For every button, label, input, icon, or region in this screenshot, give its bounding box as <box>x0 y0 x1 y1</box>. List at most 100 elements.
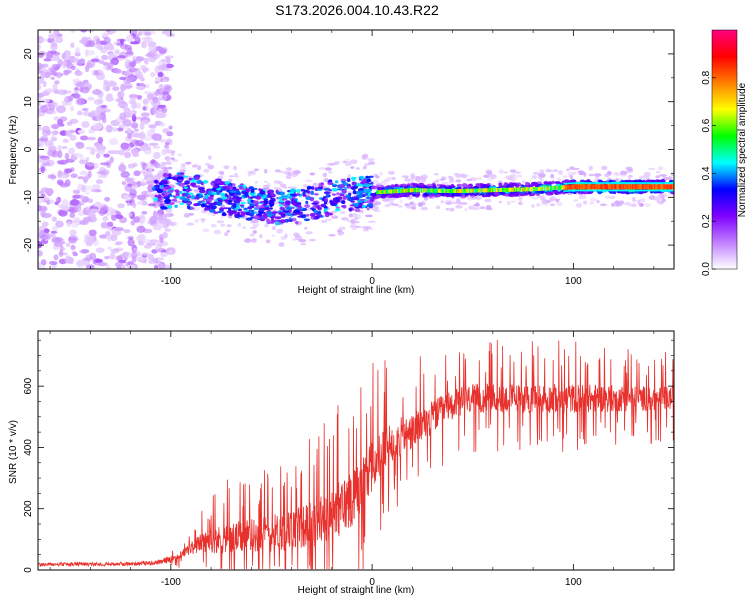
scatter-cell <box>421 177 427 183</box>
ridge-edge-cell <box>659 182 662 184</box>
noise-cell <box>159 263 165 269</box>
noise-cell <box>75 261 83 266</box>
ridge-cell <box>163 199 171 203</box>
noise-cell <box>90 58 100 63</box>
scatter-cell <box>639 198 646 203</box>
noise-cell <box>85 157 90 161</box>
noise-cell <box>152 133 162 141</box>
noise-cell <box>157 65 167 71</box>
scatter-cell <box>567 171 574 177</box>
noise-cell <box>117 127 124 132</box>
scatter-cell <box>168 213 175 217</box>
colorbar-tick-label: 0.2 <box>701 214 712 228</box>
ridge-core-cell <box>477 188 480 193</box>
ridge-cell <box>204 195 209 200</box>
ridge-cell <box>331 187 339 192</box>
ridge-cell <box>309 213 316 217</box>
ridge-edge-cell <box>611 189 614 192</box>
noise-cell <box>168 249 174 255</box>
noise-cell <box>41 98 50 103</box>
noise-cell <box>64 53 71 60</box>
ridge-core-cell <box>492 188 495 193</box>
ridge-cell <box>249 203 256 207</box>
noise-cell <box>81 107 89 112</box>
ridge-core-cell <box>624 184 627 190</box>
noise-cell <box>141 211 148 215</box>
ridge-core-cell <box>657 184 660 190</box>
colorbar-tick-label: 0.8 <box>701 70 712 84</box>
ridge-cell <box>339 193 345 197</box>
noise-cell <box>157 71 164 78</box>
ridge-edge-cell <box>658 189 661 192</box>
noise-cell <box>148 45 157 53</box>
ridge-core-cell <box>540 186 543 191</box>
x-tick-label: -100 <box>161 577 181 588</box>
noise-cell <box>140 145 148 152</box>
scatter-cell <box>218 170 225 175</box>
ridge-cell <box>342 204 347 209</box>
ridge-cell <box>456 183 463 187</box>
scatter-cell <box>375 175 380 179</box>
ridge-cell <box>259 215 263 219</box>
ridge-cell <box>548 181 553 185</box>
noise-cell <box>140 112 150 117</box>
ridge-cell <box>219 192 225 195</box>
noise-cell <box>117 103 126 107</box>
scatter-cell <box>379 171 383 176</box>
snr-x-ticks: -100 0 100 <box>49 331 655 588</box>
ridge-edge-cell <box>641 182 644 184</box>
ridge-cell <box>366 207 370 211</box>
scatter-cell <box>626 202 632 207</box>
scatter-cell <box>521 180 526 184</box>
noise-cell <box>89 252 97 260</box>
ridge-cell <box>498 182 503 187</box>
noise-cell <box>81 184 87 193</box>
scatter-cell <box>605 195 610 200</box>
ridge-edge-cell <box>663 182 666 184</box>
scatter-cell <box>166 158 170 163</box>
ridge-cell <box>324 197 328 202</box>
noise-cell <box>100 54 109 61</box>
ridge-cell <box>454 193 459 197</box>
noise-cell <box>164 67 173 72</box>
ridge-core-cell <box>413 188 416 193</box>
x-tick-label: 0 <box>369 276 375 287</box>
ridge-core-cell <box>493 188 496 193</box>
scatter-cell <box>291 172 298 177</box>
scatter-cell <box>338 226 346 231</box>
ridge-edge-cell <box>595 182 598 184</box>
ridge-edge-cell <box>620 189 623 192</box>
ridge-edge-cell <box>618 189 621 192</box>
ridge-edge-cell <box>586 189 589 192</box>
ridge-edge-cell <box>576 182 579 184</box>
ridge-cell <box>255 195 262 200</box>
ridge-core-cell <box>499 188 502 192</box>
ridge-core-cell <box>640 184 643 190</box>
noise-cell <box>127 260 134 266</box>
noise-cell <box>69 199 80 206</box>
ridge-core-cell <box>436 188 439 193</box>
ridge-cell <box>240 211 246 216</box>
ridge-core-cell <box>401 188 404 193</box>
ridge-core-cell <box>630 184 633 190</box>
noise-cell <box>150 71 155 78</box>
ridge-core-cell <box>393 189 395 194</box>
scatter-cell <box>531 174 537 180</box>
scatter-cell <box>589 201 594 205</box>
scatter-cell <box>285 174 292 180</box>
ridge-edge-cell <box>657 189 660 192</box>
scatter-cell <box>324 218 333 221</box>
ridge-cell <box>338 184 345 189</box>
ridge-edge-cell <box>604 189 607 192</box>
noise-cell <box>56 71 62 79</box>
scatter-cell <box>637 199 641 205</box>
scatter-cell <box>575 203 583 208</box>
ridge-core-cell <box>419 188 422 193</box>
noise-cell <box>152 145 160 149</box>
ridge-cell <box>486 191 492 197</box>
ridge-edge-cell <box>570 190 573 192</box>
ridge-core-cell <box>506 187 509 192</box>
noise-cell <box>53 254 59 261</box>
ridge-core-cell <box>574 184 577 190</box>
ridge-cell <box>164 185 172 190</box>
